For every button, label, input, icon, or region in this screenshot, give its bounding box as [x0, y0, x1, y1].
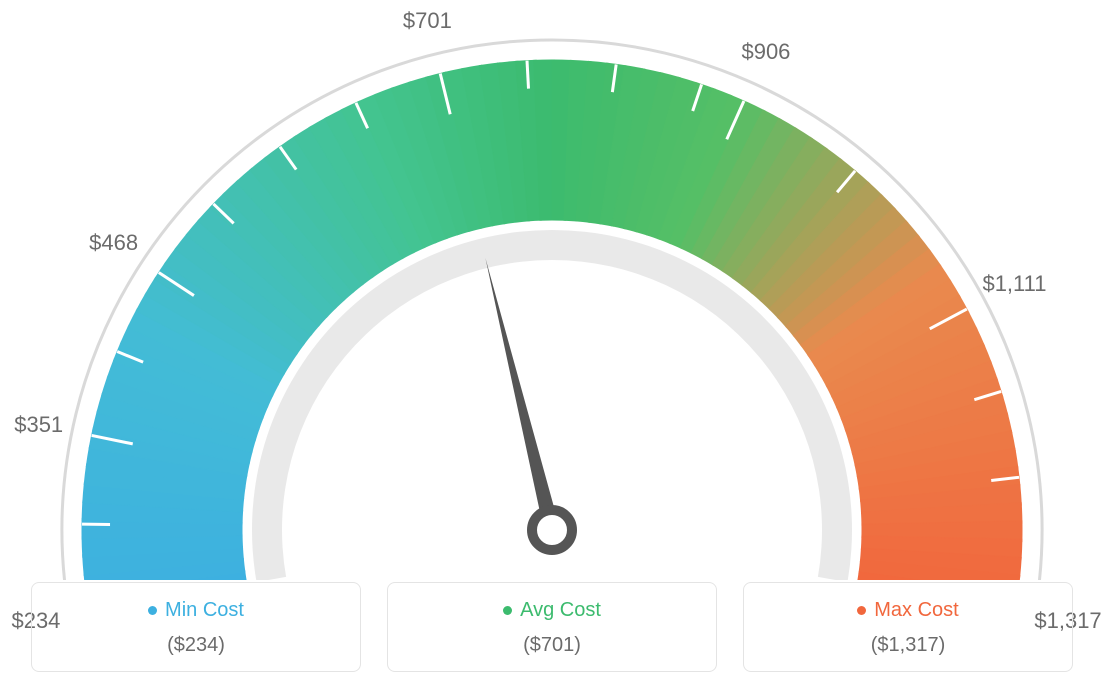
- legend-card-avg: Avg Cost ($701): [387, 582, 717, 672]
- legend-card-min: Min Cost ($234): [31, 582, 361, 672]
- legend-title-max-text: Max Cost: [874, 599, 958, 622]
- legend-value-max: ($1,317): [754, 634, 1062, 657]
- legend-value-min: ($234): [42, 634, 350, 657]
- legend-value-avg: ($701): [398, 634, 706, 657]
- legend-row: Min Cost ($234) Avg Cost ($701) Max Cost…: [0, 582, 1104, 672]
- legend-dot-min: [148, 606, 157, 615]
- legend-title-min: Min Cost: [148, 599, 244, 622]
- legend-title-max: Max Cost: [857, 599, 958, 622]
- legend-title-min-text: Min Cost: [165, 599, 244, 622]
- gauge-tick-label: $468: [89, 230, 138, 256]
- legend-dot-avg: [503, 606, 512, 615]
- legend-dot-max: [857, 606, 866, 615]
- gauge-tick-label: $351: [14, 412, 63, 438]
- gauge-tick-label: $701: [403, 8, 452, 34]
- gauge-tick-label: $906: [741, 39, 790, 65]
- legend-card-max: Max Cost ($1,317): [743, 582, 1073, 672]
- legend-title-avg-text: Avg Cost: [520, 599, 601, 622]
- gauge-tick-label: $1,111: [982, 271, 1046, 297]
- gauge-chart: $234$351$468$701$906$1,111$1,317: [0, 0, 1104, 580]
- legend-title-avg: Avg Cost: [503, 599, 601, 622]
- gauge-svg: [0, 0, 1104, 580]
